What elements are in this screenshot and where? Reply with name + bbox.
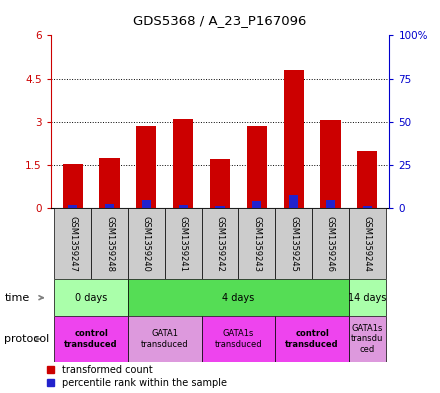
Text: GSM1359245: GSM1359245 xyxy=(289,216,298,272)
Bar xyxy=(173,119,193,208)
Bar xyxy=(320,120,341,208)
FancyBboxPatch shape xyxy=(238,208,275,279)
FancyBboxPatch shape xyxy=(349,208,386,279)
FancyBboxPatch shape xyxy=(202,316,275,362)
Text: GSM1359248: GSM1359248 xyxy=(105,216,114,272)
FancyBboxPatch shape xyxy=(54,208,91,279)
Text: protocol: protocol xyxy=(4,334,50,344)
FancyBboxPatch shape xyxy=(165,208,202,279)
Text: GSM1359244: GSM1359244 xyxy=(363,216,372,272)
Text: GATA1s
transdu
ced: GATA1s transdu ced xyxy=(351,324,384,354)
Bar xyxy=(210,159,230,208)
Text: GSM1359241: GSM1359241 xyxy=(179,216,188,272)
Bar xyxy=(363,206,372,208)
Text: GSM1359243: GSM1359243 xyxy=(252,216,261,272)
FancyBboxPatch shape xyxy=(128,279,349,316)
FancyBboxPatch shape xyxy=(312,208,349,279)
Bar xyxy=(357,151,378,208)
Bar xyxy=(99,158,120,208)
Text: GATA1
transduced: GATA1 transduced xyxy=(141,329,189,349)
Text: GATA1s
transduced: GATA1s transduced xyxy=(215,329,262,349)
Text: GSM1359240: GSM1359240 xyxy=(142,216,151,272)
Bar xyxy=(289,195,298,208)
Text: time: time xyxy=(4,293,29,303)
FancyBboxPatch shape xyxy=(128,208,165,279)
FancyBboxPatch shape xyxy=(275,316,349,362)
Text: 0 days: 0 days xyxy=(75,293,107,303)
Bar xyxy=(283,70,304,208)
Bar xyxy=(136,126,157,208)
Text: GSM1359242: GSM1359242 xyxy=(216,216,224,272)
Bar xyxy=(68,205,77,208)
FancyBboxPatch shape xyxy=(349,279,386,316)
Text: GSM1359247: GSM1359247 xyxy=(68,216,77,272)
FancyBboxPatch shape xyxy=(128,316,202,362)
Bar xyxy=(62,163,83,208)
Bar xyxy=(247,126,267,208)
FancyBboxPatch shape xyxy=(275,208,312,279)
Bar xyxy=(216,206,224,208)
Text: 4 days: 4 days xyxy=(222,293,254,303)
FancyBboxPatch shape xyxy=(54,279,128,316)
Text: GSM1359246: GSM1359246 xyxy=(326,216,335,272)
Bar xyxy=(142,200,151,208)
Bar xyxy=(326,200,335,208)
Text: 14 days: 14 days xyxy=(348,293,386,303)
FancyBboxPatch shape xyxy=(202,208,238,279)
Bar xyxy=(252,201,261,208)
Legend: transformed count, percentile rank within the sample: transformed count, percentile rank withi… xyxy=(47,365,227,388)
Bar xyxy=(179,205,188,208)
FancyBboxPatch shape xyxy=(91,208,128,279)
FancyBboxPatch shape xyxy=(54,316,128,362)
FancyBboxPatch shape xyxy=(349,316,386,362)
Text: control
transduced: control transduced xyxy=(64,329,118,349)
Bar xyxy=(105,204,114,208)
Text: GDS5368 / A_23_P167096: GDS5368 / A_23_P167096 xyxy=(133,14,307,27)
Text: control
transduced: control transduced xyxy=(285,329,339,349)
